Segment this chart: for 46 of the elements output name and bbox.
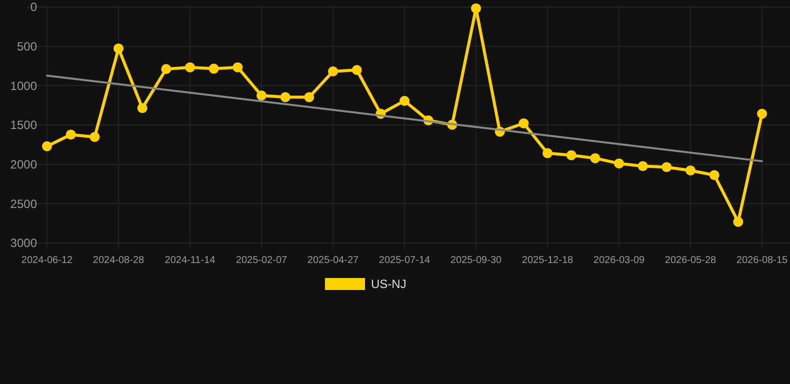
x-tick-label: 2024-11-14	[164, 255, 216, 266]
point	[352, 65, 362, 76]
point	[90, 132, 100, 142]
x-tick-label: 2024-06-12	[21, 255, 74, 266]
x-tick-label: 2025-04-27	[307, 255, 360, 266]
point	[471, 3, 481, 14]
y-tick-label: 2500	[10, 196, 38, 211]
y-tick-label: 500	[16, 40, 38, 54]
point	[518, 118, 529, 128]
x-tick-label: 2025-07-14	[378, 255, 431, 266]
x-tick-label: 2026-05-28	[664, 255, 717, 266]
point	[709, 170, 720, 180]
y-tick-label: 1500	[10, 118, 38, 132]
point	[614, 158, 624, 168]
point	[328, 66, 338, 76]
point	[114, 43, 124, 54]
point	[42, 141, 52, 152]
y-tick-label: 1000	[10, 78, 38, 93]
point	[686, 165, 696, 176]
y-tick-label: 0	[30, 0, 38, 14]
x-tick-label: 2026-08-15	[736, 255, 788, 266]
x-tick-label: 2025-12-18	[522, 255, 574, 266]
point	[542, 148, 552, 158]
point	[66, 130, 76, 140]
x-tick-label: 2025-02-07	[236, 255, 288, 266]
point	[161, 64, 172, 74]
point	[185, 62, 195, 72]
y-tick-label: 2000	[10, 158, 38, 172]
legend-label: US-NJ	[371, 277, 406, 292]
y-tick-label: 3000	[10, 236, 38, 250]
point	[400, 96, 410, 106]
x-tick-label: 2024-08-28	[92, 255, 145, 266]
point	[137, 103, 148, 114]
x-tick-label: 2026-03-09	[593, 255, 646, 266]
point	[590, 153, 600, 164]
x-tick-label: 2025-09-30	[450, 255, 502, 266]
point	[304, 92, 314, 102]
point	[662, 162, 672, 172]
point	[757, 108, 767, 119]
point	[280, 92, 290, 102]
point	[566, 150, 576, 160]
point	[733, 216, 744, 227]
point	[232, 62, 243, 72]
point	[638, 161, 648, 172]
point	[208, 64, 219, 74]
point	[256, 90, 266, 100]
